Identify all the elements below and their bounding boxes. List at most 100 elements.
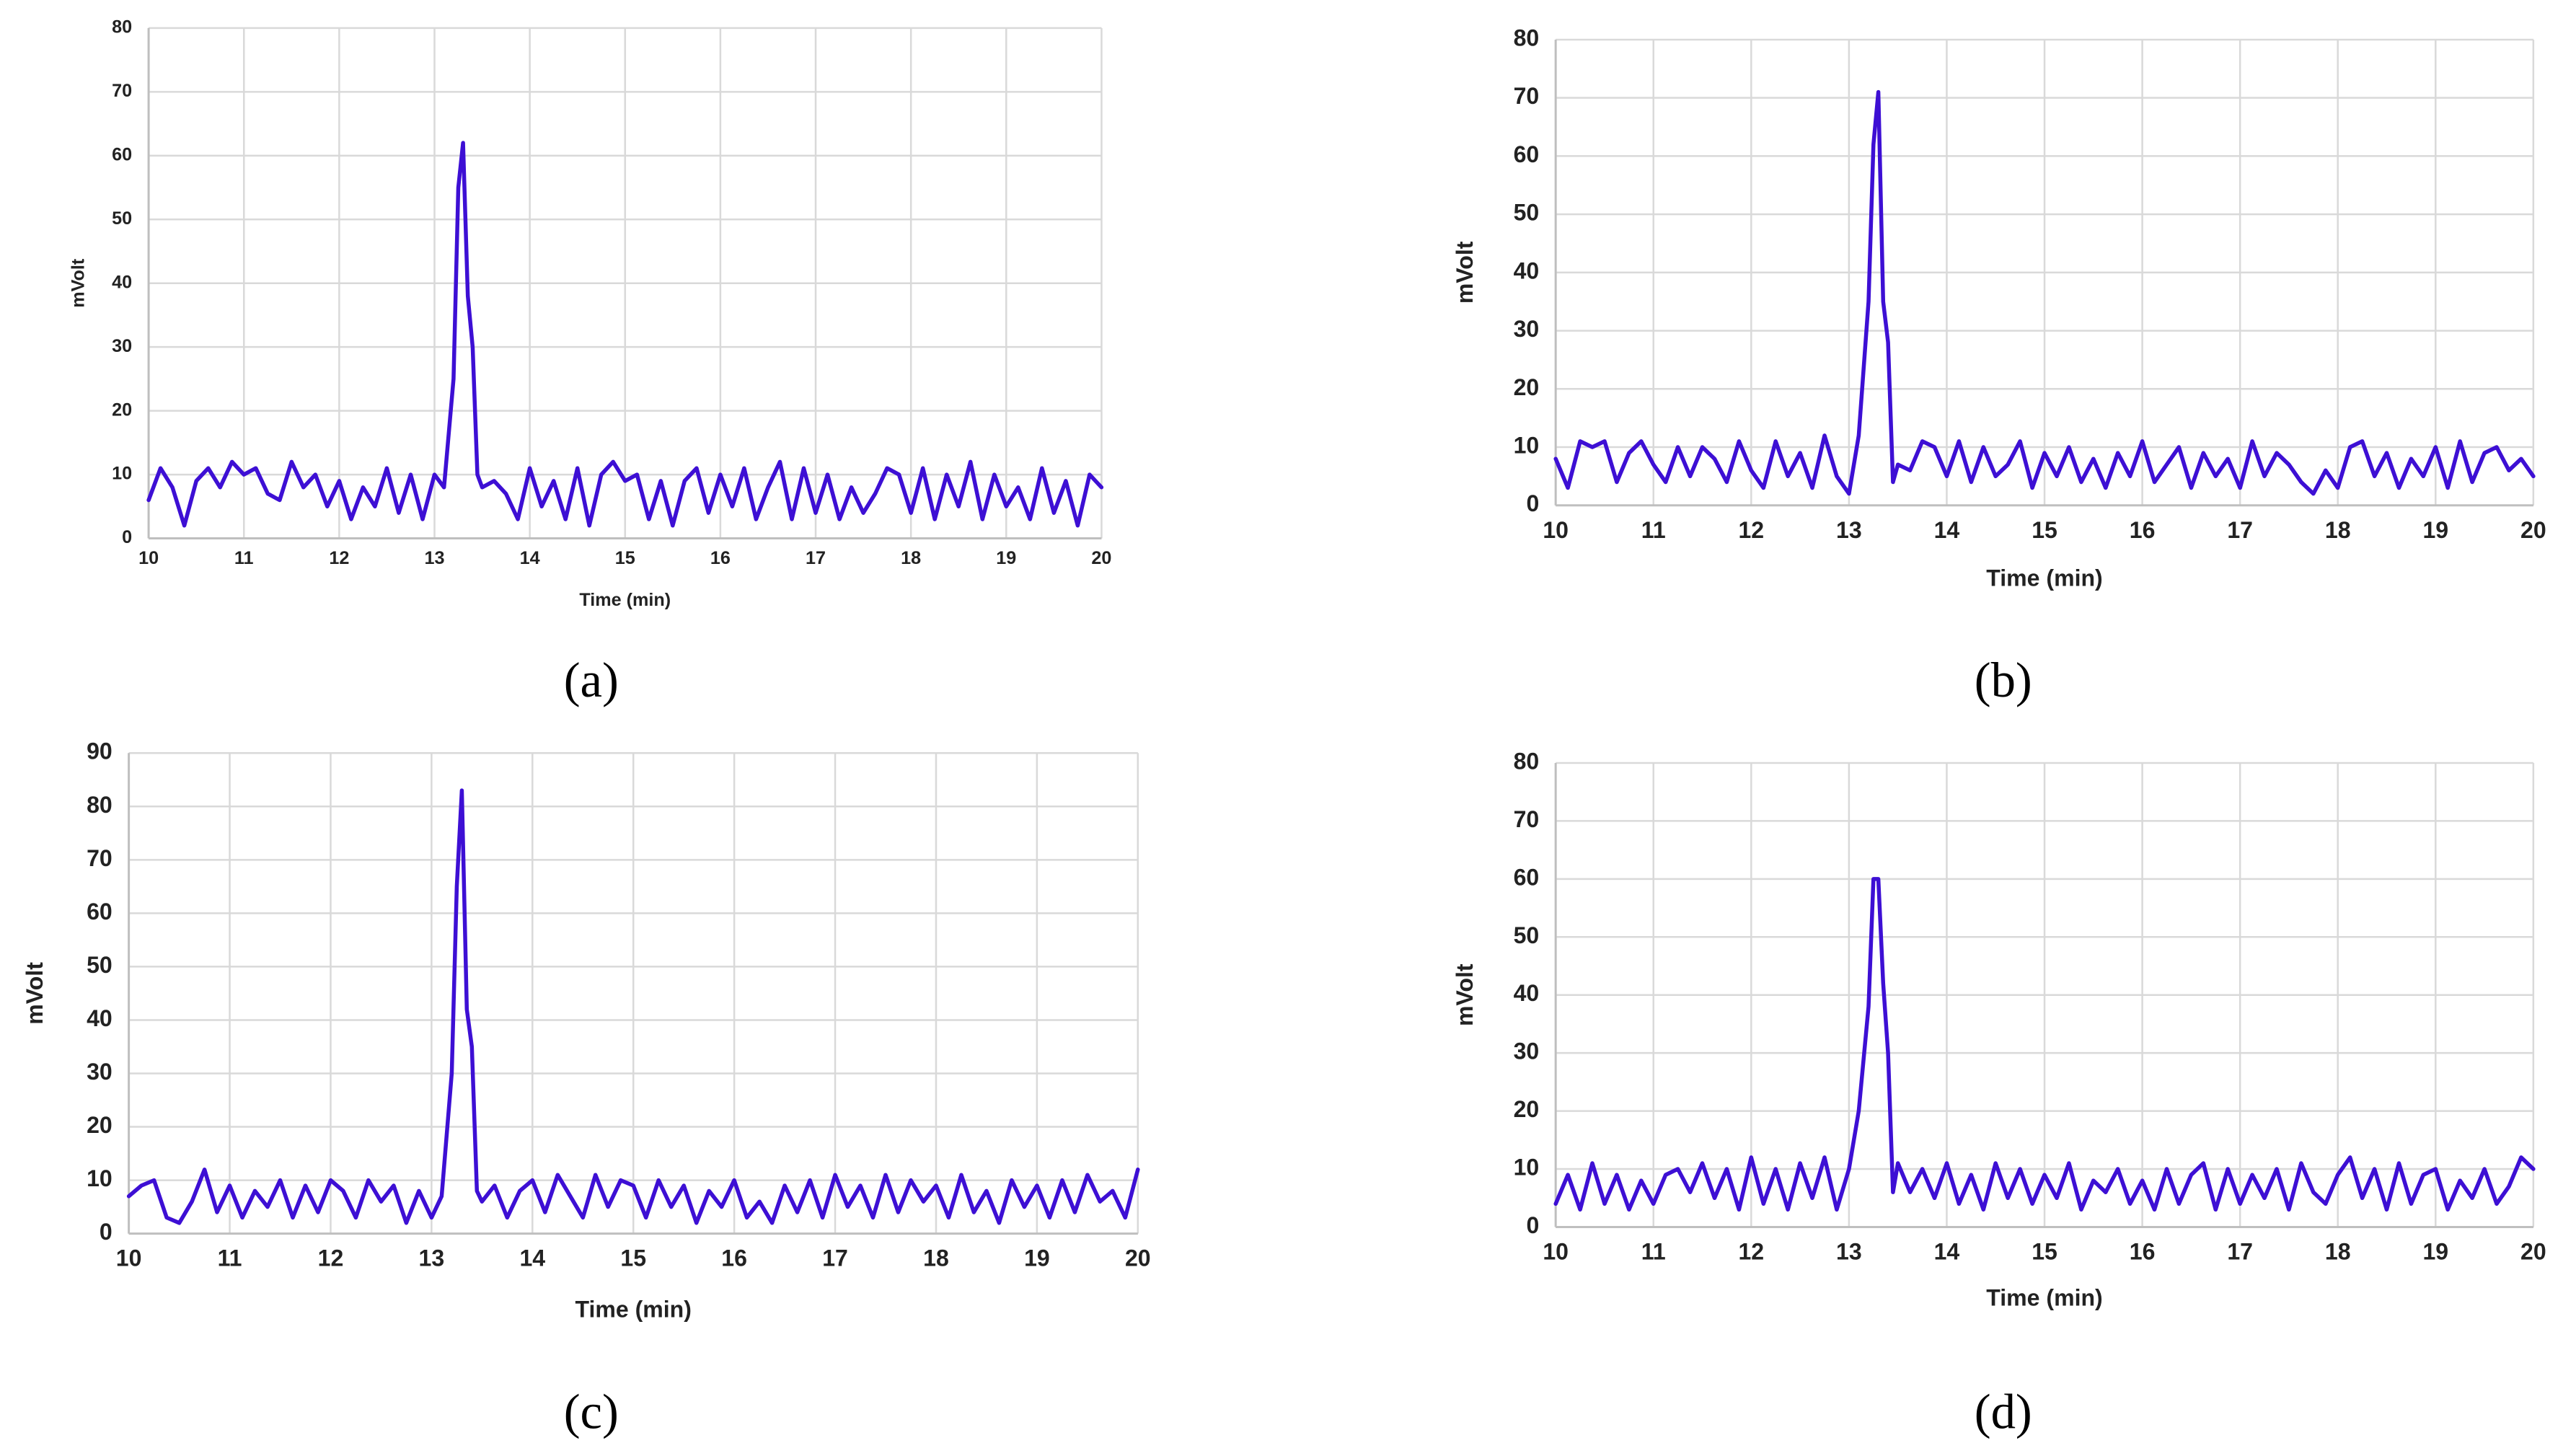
y-tick-label: 70 <box>87 845 113 871</box>
x-tick-label: 14 <box>1934 517 1960 543</box>
x-tick-label: 19 <box>2422 517 2448 543</box>
x-tick-label: 17 <box>822 1245 848 1271</box>
x-tick-label: 14 <box>1934 1239 1960 1265</box>
x-tick-label: 10 <box>1543 517 1569 543</box>
x-tick-label: 14 <box>520 548 540 568</box>
y-axis-title: mVolt <box>1452 241 1478 304</box>
y-tick-label: 90 <box>87 738 113 764</box>
y-tick-label: 70 <box>112 81 132 101</box>
x-tick-label: 10 <box>1543 1239 1569 1265</box>
x-tick-label: 16 <box>710 548 731 568</box>
chart-panel: 0 10 20 30 40 50 60 70 80 10 11 12 13 14 15 16 17 18 19 20 T… <box>69 17 1112 708</box>
x-tick-label: 13 <box>424 548 444 568</box>
x-tick-label: 12 <box>318 1245 344 1271</box>
panel-label: (b) <box>1975 653 2032 707</box>
x-tick-label: 20 <box>1125 1245 1151 1271</box>
y-tick-label: 10 <box>112 464 132 484</box>
y-tick-label: 80 <box>112 17 132 37</box>
y-tick-label: 60 <box>1514 864 1540 890</box>
x-tick-label: 18 <box>923 1245 949 1271</box>
x-tick-label: 12 <box>1738 517 1764 543</box>
x-tick-label: 19 <box>2422 1239 2448 1265</box>
x-tick-label: 17 <box>806 548 826 568</box>
y-tick-label: 10 <box>1514 1155 1540 1181</box>
x-tick-label: 20 <box>2520 1239 2546 1265</box>
x-tick-label: 11 <box>1641 1239 1666 1265</box>
y-tick-label: 60 <box>1514 141 1540 167</box>
y-tick-label: 40 <box>1514 257 1540 283</box>
y-axis-title: mVolt <box>1452 963 1478 1026</box>
y-tick-label: 0 <box>122 527 132 547</box>
x-tick-label: 14 <box>519 1245 545 1271</box>
x-tick-label: 17 <box>2227 517 2253 543</box>
x-axis-title: Time (min) <box>1986 565 2102 591</box>
x-tick-label: 13 <box>1836 517 1862 543</box>
data-line <box>1553 89 2536 496</box>
x-tick-label: 10 <box>138 548 159 568</box>
data-line <box>146 141 1104 528</box>
y-axis-title: mVolt <box>22 962 48 1025</box>
y-tick-label: 40 <box>87 1005 113 1031</box>
x-tick-label: 11 <box>218 1245 242 1271</box>
x-axis-title: Time (min) <box>579 590 671 610</box>
panel-label: (a) <box>564 653 619 707</box>
x-tick-label: 13 <box>1836 1239 1862 1265</box>
x-tick-label: 18 <box>901 548 921 568</box>
x-axis-title: Time (min) <box>1986 1285 2102 1311</box>
panel-label: (c) <box>564 1385 619 1439</box>
y-tick-label: 60 <box>87 899 113 925</box>
y-tick-label: 0 <box>100 1219 113 1245</box>
y-tick-label: 30 <box>112 336 132 356</box>
x-tick-label: 15 <box>2032 517 2057 543</box>
x-tick-label: 16 <box>2130 1239 2156 1265</box>
y-tick-label: 50 <box>1514 200 1540 226</box>
x-tick-label: 13 <box>419 1245 445 1271</box>
x-tick-label: 15 <box>2032 1239 2057 1265</box>
x-tick-label: 18 <box>2325 517 2351 543</box>
y-tick-label: 70 <box>1514 806 1540 832</box>
y-tick-label: 20 <box>1514 1096 1540 1122</box>
y-tick-label: 80 <box>87 792 113 818</box>
y-tick-label: 10 <box>87 1165 113 1191</box>
x-tick-label: 19 <box>996 548 1016 568</box>
x-tick-label: 11 <box>234 548 254 568</box>
x-tick-label: 12 <box>329 548 349 568</box>
y-tick-label: 20 <box>87 1112 113 1138</box>
y-tick-label: 30 <box>1514 316 1540 342</box>
x-tick-label: 15 <box>615 548 635 568</box>
x-tick-label: 16 <box>721 1245 747 1271</box>
y-tick-label: 60 <box>112 144 132 164</box>
y-tick-label: 0 <box>1526 1212 1539 1238</box>
panel-label: (d) <box>1975 1385 2032 1439</box>
y-tick-label: 80 <box>1514 748 1540 774</box>
y-tick-label: 0 <box>1526 490 1539 516</box>
y-tick-label: 30 <box>87 1059 113 1085</box>
x-tick-label: 17 <box>2227 1239 2253 1265</box>
y-tick-label: 80 <box>1514 25 1540 50</box>
x-tick-label: 10 <box>116 1245 142 1271</box>
y-tick-label: 40 <box>1514 980 1540 1006</box>
y-tick-label: 10 <box>1514 432 1540 458</box>
y-tick-label: 50 <box>87 952 113 978</box>
x-tick-label: 18 <box>2325 1239 2351 1265</box>
y-tick-label: 70 <box>1514 83 1540 109</box>
y-tick-label: 20 <box>112 400 132 420</box>
y-tick-label: 50 <box>112 208 132 229</box>
x-axis-title: Time (min) <box>575 1297 691 1323</box>
y-axis-title: mVolt <box>69 258 89 308</box>
x-tick-label: 20 <box>2520 517 2546 543</box>
y-tick-label: 40 <box>112 272 132 292</box>
data-line <box>126 788 1140 1225</box>
y-tick-label: 20 <box>1514 374 1540 400</box>
x-tick-label: 15 <box>620 1245 646 1271</box>
y-tick-label: 30 <box>1514 1038 1540 1064</box>
data-line <box>1553 877 2536 1212</box>
x-tick-label: 20 <box>1091 548 1111 568</box>
y-tick-label: 50 <box>1514 922 1540 948</box>
x-tick-label: 11 <box>1641 517 1666 543</box>
